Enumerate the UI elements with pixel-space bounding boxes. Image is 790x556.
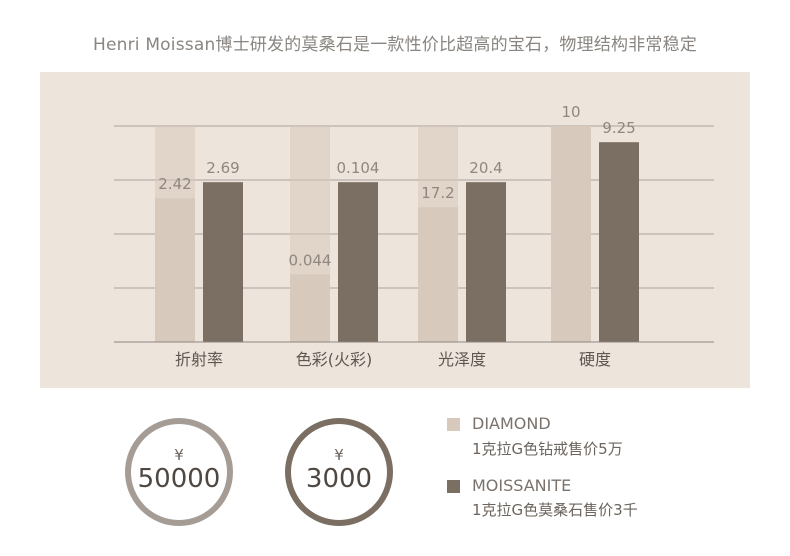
bar-diamond-3 [551,126,591,342]
category-label-3: 硬度 [579,350,611,369]
diamond-price: 50000 [137,464,221,494]
value-label-moissanite-1: 0.104 [337,159,380,177]
bar-moissanite-2 [466,182,506,342]
legend-desc-moissanite: 1克拉G色莫桑石售价3千 [472,501,638,519]
bar-moissanite-1 [338,182,378,342]
bar-diamond-1 [290,274,330,342]
legend-swatch-moissanite [447,480,460,493]
value-label-moissanite-3: 9.25 [602,119,635,137]
value-label-moissanite-0: 2.69 [206,159,239,177]
legend-desc-diamond: 1克拉G色钻戒售价5万 [472,440,623,458]
moissanite-currency-symbol: ¥ [334,446,344,464]
bar-diamond-0 [155,198,195,342]
value-label-moissanite-2: 20.4 [469,159,502,177]
category-label-1: 色彩(火彩) [296,350,373,369]
category-label-2: 光泽度 [438,350,486,369]
value-label-diamond-3: 10 [561,103,580,121]
value-label-diamond-0: 2.42 [158,175,191,193]
value-label-diamond-2: 17.2 [421,184,454,202]
comparison-bar-chart: 2.42 2.69 折射率 0.044 0.104 色彩(火彩) 17.2 20.4 光泽度 10… [114,103,714,369]
category-label-0: 折射率 [175,350,223,369]
legend-label-diamond: DIAMOND [472,414,551,433]
moissanite-price-circle: ¥ 3000 [285,418,393,526]
headline: Henri Moissan博士研发的莫桑石是一款性价比超高的宝石，物理结构非常稳… [92,35,698,55]
bar-moissanite-0 [203,182,243,342]
value-label-diamond-1: 0.044 [289,251,332,269]
diamond-price-circle: ¥ 50000 [125,418,233,526]
moissanite-price: 3000 [305,464,373,494]
legend-swatch-diamond [447,418,460,431]
bar-moissanite-3 [599,142,639,342]
bar-diamond-2 [418,207,458,342]
chart-panel: 2.42 2.69 折射率 0.044 0.104 色彩(火彩) 17.2 20.4 光泽度 10… [40,72,750,388]
legend-label-moissanite: MOISSANITE [472,476,572,495]
diamond-currency-symbol: ¥ [174,446,184,464]
